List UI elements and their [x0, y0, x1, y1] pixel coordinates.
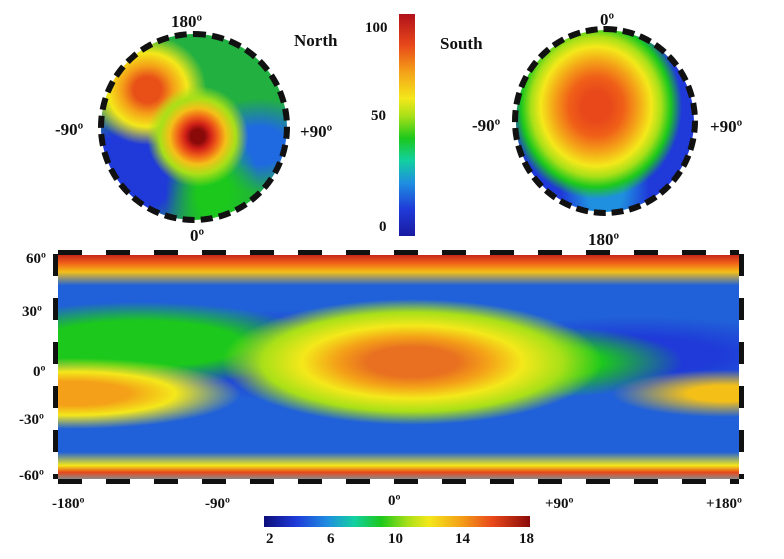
lon-label: -90º: [205, 496, 230, 512]
north-top-label: 180º: [171, 12, 203, 31]
south-left-label: -90º: [472, 116, 501, 135]
south-bottom-label: 180º: [588, 230, 620, 249]
global-colorbar: [264, 516, 530, 527]
south-polar-frame: [512, 26, 698, 216]
global-map-frame-top: [58, 250, 739, 255]
lat-label: 0º: [33, 364, 46, 380]
global-map-frame-bottom: [58, 479, 739, 484]
lat-label: -30º: [19, 412, 44, 428]
global-colorbar-tick: 2: [266, 531, 274, 547]
lon-label: +180º: [706, 496, 742, 512]
global-map-frame-right: [739, 254, 744, 479]
north-title: North: [294, 31, 338, 50]
polar-colorbar-tick: 100: [365, 20, 388, 36]
global-map: [58, 254, 739, 479]
global-colorbar-tick: 18: [519, 531, 534, 547]
lon-label: +90º: [545, 496, 574, 512]
lat-label: 60º: [26, 251, 46, 267]
lon-label: 0º: [388, 493, 401, 509]
lat-label: -60º: [19, 468, 44, 484]
polar-colorbar: [399, 14, 415, 236]
global-colorbar-tick: 14: [455, 531, 470, 547]
north-right-label: +90º: [300, 122, 333, 141]
global-map-frame-left: [53, 254, 58, 479]
north-left-label: -90º: [55, 120, 84, 139]
lon-label: -180º: [52, 496, 85, 512]
south-title: South: [440, 34, 483, 53]
global-colorbar-tick: 6: [327, 531, 335, 547]
north-bottom-label: 0º: [190, 226, 205, 245]
global-colorbar-tick: 10: [388, 531, 403, 547]
lat-label: 30º: [22, 304, 42, 320]
polar-colorbar-tick: 50: [371, 108, 386, 124]
polar-colorbar-tick: 0: [379, 219, 387, 235]
north-polar-frame: [98, 31, 290, 223]
south-top-label: 0º: [600, 10, 615, 29]
south-right-label: +90º: [710, 117, 743, 136]
